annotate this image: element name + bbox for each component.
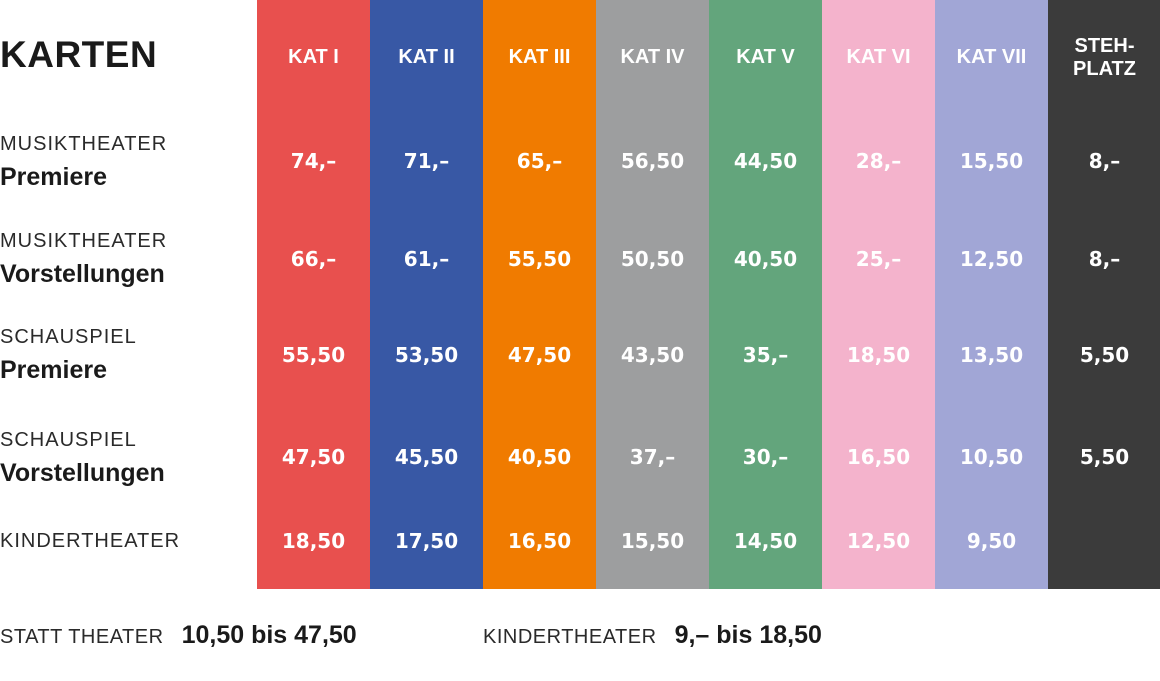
row-sub: Premiere	[0, 163, 108, 191]
price-cell: 47,50	[281, 445, 346, 469]
category-header: KAT I	[288, 46, 339, 68]
category-header: KAT VII	[956, 46, 1027, 68]
footer-label: STATT THEATER	[0, 626, 164, 648]
row-label-musiktheater-vorstellungen: MUSIKTHEATER Vorstellungen	[0, 229, 167, 289]
price-cell: 17,50	[394, 529, 459, 553]
price-cell: 18,50	[281, 529, 346, 553]
price-cell: 30,–	[742, 445, 789, 469]
category-header: KAT II	[398, 46, 455, 68]
row-sub: Vorstellungen	[0, 260, 165, 288]
price-cell: 12,50	[846, 529, 911, 553]
price-cell: 16,50	[507, 529, 572, 553]
row-label-musiktheater-premiere: MUSIKTHEATER Premiere	[0, 132, 167, 192]
price-cell: 25,–	[855, 247, 902, 271]
row-kind: MUSIKTHEATER	[0, 133, 168, 155]
footer-value: 9,– bis 18,50	[674, 621, 822, 649]
category-header: KAT VI	[846, 46, 911, 68]
category-column: KAT IV 56,50 50,50 43,50 37,– 15,50	[596, 0, 709, 589]
category-column: KAT V 44,50 40,50 35,– 30,– 14,50	[709, 0, 822, 589]
category-column: KAT VII 15,50 12,50 13,50 10,50 9,50	[935, 0, 1048, 589]
price-cell: 53,50	[394, 343, 459, 367]
category-column: KAT VI 28,– 25,– 18,50 16,50 12,50	[822, 0, 935, 589]
category-column: KAT III 65,– 55,50 47,50 40,50 16,50	[483, 0, 596, 589]
price-cell: 10,50	[959, 445, 1024, 469]
price-cell: 12,50	[959, 247, 1024, 271]
page-title: KARTEN	[0, 34, 158, 75]
price-cell: 55,50	[281, 343, 346, 367]
row-kind: KINDERTHEATER	[0, 530, 181, 552]
price-cell: 66,–	[290, 247, 337, 271]
price-cell: 45,50	[394, 445, 459, 469]
category-header: KAT III	[508, 46, 571, 68]
row-label-schauspiel-vorstellungen: SCHAUSPIEL Vorstellungen	[0, 428, 165, 488]
category-column: STEH- PLATZ 8,– 8,– 5,50 5,50	[1048, 0, 1160, 589]
row-kind: SCHAUSPIEL	[0, 429, 137, 451]
category-column: KAT II 71,– 61,– 53,50 45,50 17,50	[370, 0, 483, 589]
price-cell: 9,50	[966, 529, 1017, 553]
price-cell: 8,–	[1088, 247, 1121, 271]
category-column: KAT I 74,– 66,– 55,50 47,50 18,50	[257, 0, 370, 589]
row-label-schauspiel-premiere: SCHAUSPIEL Premiere	[0, 325, 137, 385]
price-cell: 43,50	[620, 343, 685, 367]
price-cell	[1048, 526, 1160, 556]
price-cell: 71,–	[403, 149, 450, 173]
row-label-kindertheater: KINDERTHEATER	[0, 529, 180, 553]
price-cell: 50,50	[620, 247, 685, 271]
footer-kindertheater: KINDERTHEATER 9,– bis 18,50	[483, 620, 822, 652]
price-cell: 18,50	[846, 343, 911, 367]
price-cell: 16,50	[846, 445, 911, 469]
footer-statt-theater: STATT THEATER 10,50 bis 47,50	[0, 620, 357, 652]
price-cell: 13,50	[959, 343, 1024, 367]
price-cell: 40,50	[733, 247, 798, 271]
footer-label: KINDERTHEATER	[483, 626, 657, 648]
footer-value: 10,50 bis 47,50	[181, 621, 357, 649]
price-cell: 35,–	[742, 343, 789, 367]
price-table: KAT I 74,– 66,– 55,50 47,50 18,50 KAT II 71,– 61…	[257, 0, 1160, 589]
row-kind: MUSIKTHEATER	[0, 230, 168, 252]
row-sub: Premiere	[0, 356, 108, 384]
price-cell: 28,–	[855, 149, 902, 173]
category-header: KAT IV	[620, 46, 685, 68]
row-kind: SCHAUSPIEL	[0, 326, 137, 348]
price-cell: 14,50	[733, 529, 798, 553]
price-cell: 37,–	[629, 445, 676, 469]
price-cell: 5,50	[1079, 445, 1130, 469]
price-cell: 61,–	[403, 247, 450, 271]
price-cell: 55,50	[507, 247, 572, 271]
price-cell: 44,50	[733, 149, 798, 173]
category-header: KAT V	[736, 46, 795, 68]
price-cell: 47,50	[507, 343, 572, 367]
price-cell: 15,50	[959, 149, 1024, 173]
price-cell: 15,50	[620, 529, 685, 553]
row-sub: Vorstellungen	[0, 459, 165, 487]
price-cell: 8,–	[1088, 149, 1121, 173]
price-cell: 65,–	[516, 149, 563, 173]
category-header: STEH- PLATZ	[1073, 34, 1136, 80]
price-cell: 56,50	[620, 149, 685, 173]
price-cell: 5,50	[1079, 343, 1130, 367]
price-cell: 40,50	[507, 445, 572, 469]
price-cell: 74,–	[290, 149, 337, 173]
